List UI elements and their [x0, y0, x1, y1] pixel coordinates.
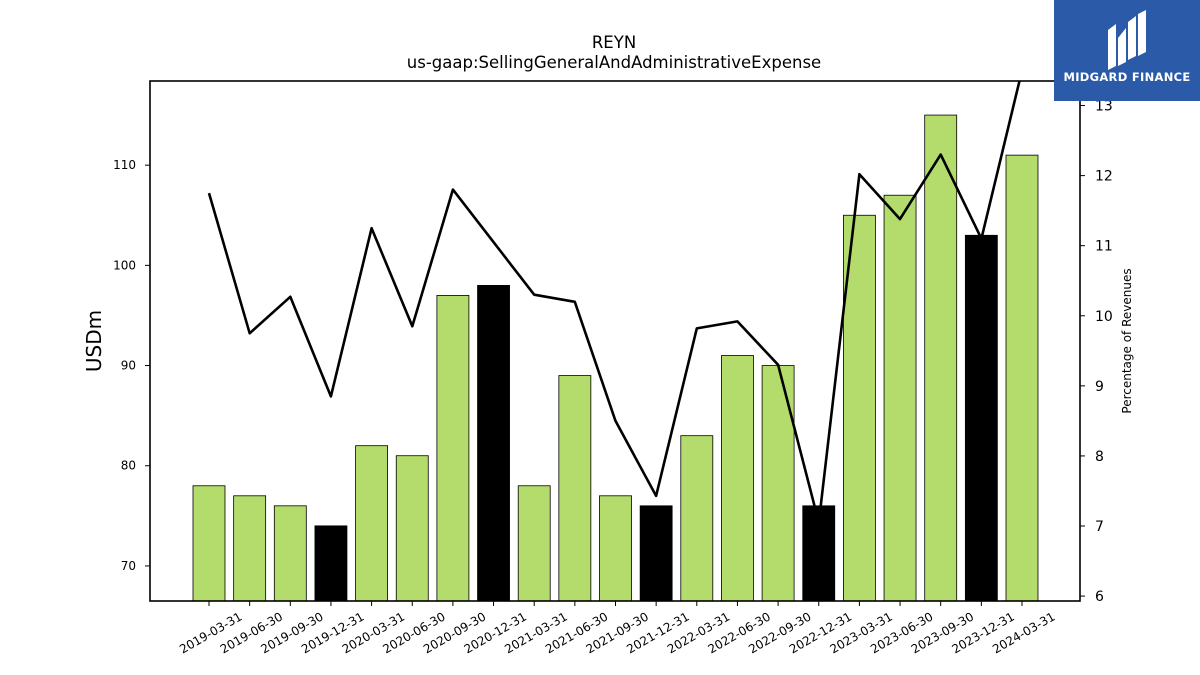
y2-axis-label: Percentage of Revenues — [1120, 268, 1134, 413]
y-tick-label: 110 — [113, 158, 136, 172]
y2-axis-ticks: 6 7 8 9 10 11 12 13 — [1080, 99, 1113, 605]
chart-subtitle: us-gaap:SellingGeneralAndAdministrativeE… — [407, 53, 821, 72]
y2-tick-label: 12 — [1095, 169, 1113, 185]
bar-2022-06-30 — [721, 355, 754, 602]
bar-2021-03-31 — [517, 485, 551, 602]
bar-2022-03-31 — [680, 435, 714, 602]
bar-2023-03-31 — [843, 214, 876, 602]
y-tick-label: 100 — [113, 258, 136, 272]
y2-tick-label: 11 — [1095, 239, 1113, 255]
bar-2022-09-30 — [761, 365, 795, 602]
bar-series — [192, 114, 1039, 602]
y2-tick-label: 6 — [1095, 589, 1104, 605]
bar-2019-09-30 — [273, 505, 307, 602]
bar-2023-12-31 — [964, 234, 998, 602]
bar-2023-06-30 — [883, 194, 917, 602]
y-tick-label: 80 — [121, 459, 136, 473]
y2-tick-label: 9 — [1095, 379, 1104, 395]
bar-2024-03-31 — [1005, 154, 1039, 602]
bar-2020-12-31 — [477, 284, 510, 602]
y2-tick-label: 8 — [1095, 449, 1104, 465]
midgard-logo-icon — [1108, 10, 1146, 70]
logo-text: MIDGARD FINANCE — [1063, 70, 1191, 84]
bar-2019-06-30 — [233, 495, 267, 602]
bar-2020-06-30 — [395, 455, 429, 602]
bar-2023-09-30 — [924, 114, 958, 602]
line-series — [207, 81, 1021, 524]
y2-tick-label: 10 — [1095, 309, 1113, 325]
bar-2020-09-30 — [436, 295, 470, 602]
y-axis-ticks: 70 80 90 100 110 — [113, 158, 150, 573]
bar-2021-06-30 — [558, 375, 592, 602]
y2-tick-label: 7 — [1095, 519, 1104, 535]
bar-2021-09-30 — [599, 495, 632, 602]
bar-2019-12-31 — [314, 525, 348, 602]
y-axis-label: USDm — [82, 310, 106, 372]
midgard-finance-logo: MIDGARD FINANCE — [1054, 0, 1200, 101]
y2-tick-label: 13 — [1095, 99, 1113, 115]
x-axis-ticks: 2019-03-312019-06-302019-09-302019-12-31… — [177, 601, 1058, 656]
pct-revenue-line — [207, 81, 1021, 524]
bar-2020-03-31 — [355, 445, 389, 602]
chart-title: REYN — [592, 33, 636, 52]
y-tick-label: 70 — [121, 559, 136, 573]
bar-2019-03-31 — [192, 485, 226, 602]
y-tick-label: 90 — [121, 359, 136, 373]
bar-2021-12-31 — [639, 505, 673, 602]
